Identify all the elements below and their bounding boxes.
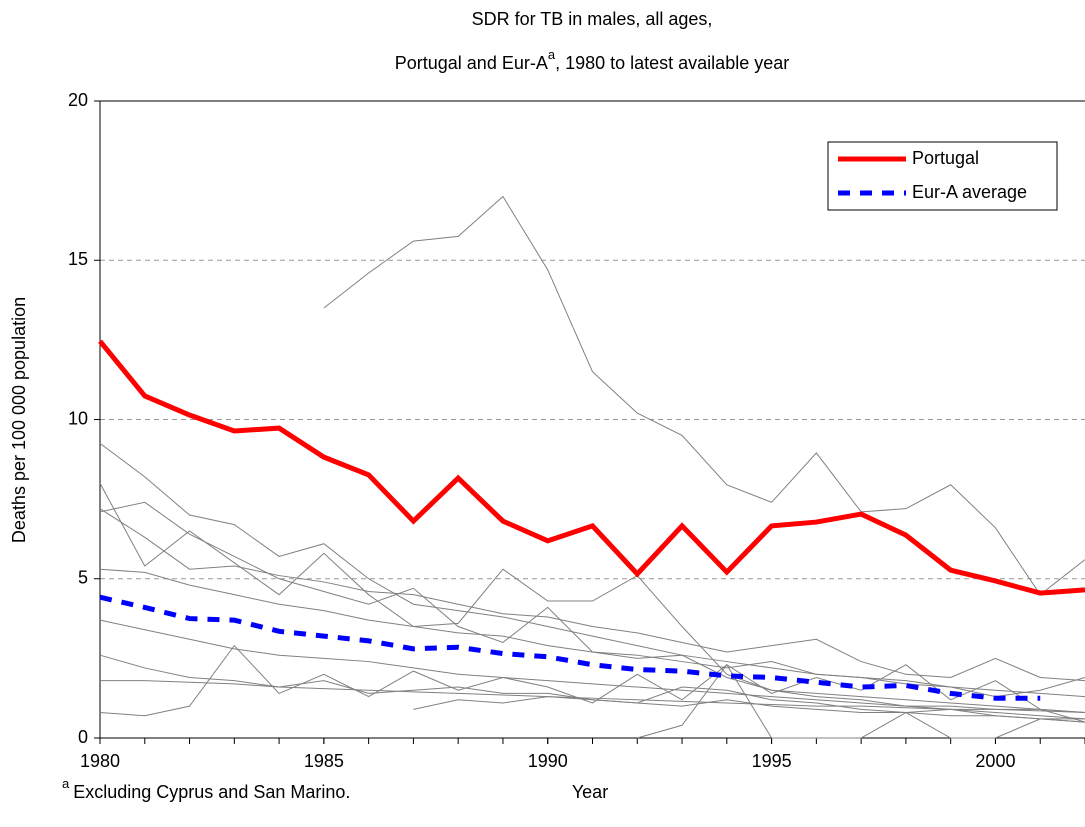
legend-label: Eur-A average bbox=[912, 182, 1027, 202]
subtitle-sup: a bbox=[548, 47, 556, 62]
chart-subtitle: Portugal and Eur-Aa, 1980 to latest avai… bbox=[395, 47, 789, 72]
legend-label: Portugal bbox=[912, 148, 979, 168]
chart-title: SDR for TB in males, all ages, bbox=[472, 9, 713, 29]
x-tick-label: 1990 bbox=[528, 751, 568, 771]
footnote-text: Excluding Cyprus and San Marino. bbox=[73, 782, 350, 802]
country-line bbox=[99, 644, 1085, 723]
country-line bbox=[99, 442, 1085, 698]
x-tick-label: 2000 bbox=[975, 751, 1015, 771]
footnote-mark: a bbox=[62, 776, 70, 791]
x-tick-label: 1995 bbox=[752, 751, 792, 771]
plot-frame bbox=[99, 100, 1085, 738]
country-line bbox=[100, 680, 1085, 714]
series-line bbox=[98, 339, 1085, 596]
country-line bbox=[99, 482, 1085, 714]
country-line bbox=[323, 195, 1085, 596]
y-tick-label: 10 bbox=[68, 408, 88, 428]
legend-box bbox=[827, 141, 1058, 211]
y-tick-label: 15 bbox=[68, 249, 88, 269]
subtitle-text: Portugal and Eur-A bbox=[395, 53, 548, 73]
country-line bbox=[99, 508, 1085, 682]
footnote: a Excluding Cyprus and San Marino. bbox=[62, 776, 350, 801]
y-tick-label: 0 bbox=[78, 727, 88, 747]
country-line bbox=[637, 663, 1085, 739]
series-line bbox=[99, 594, 1041, 701]
y-tick-label: 5 bbox=[78, 568, 88, 588]
x-axis-label: Year bbox=[572, 782, 608, 802]
country-line bbox=[99, 568, 1085, 698]
x-tick-label: 1985 bbox=[304, 751, 344, 771]
y-axis-label: Deaths per 100 000 population bbox=[9, 297, 29, 543]
x-tick-label: 1980 bbox=[80, 751, 120, 771]
country-line bbox=[413, 686, 1085, 723]
y-tick-label: 20 bbox=[68, 90, 88, 110]
subtitle-text: , 1980 to latest available year bbox=[555, 53, 789, 73]
country-line bbox=[99, 619, 1085, 714]
